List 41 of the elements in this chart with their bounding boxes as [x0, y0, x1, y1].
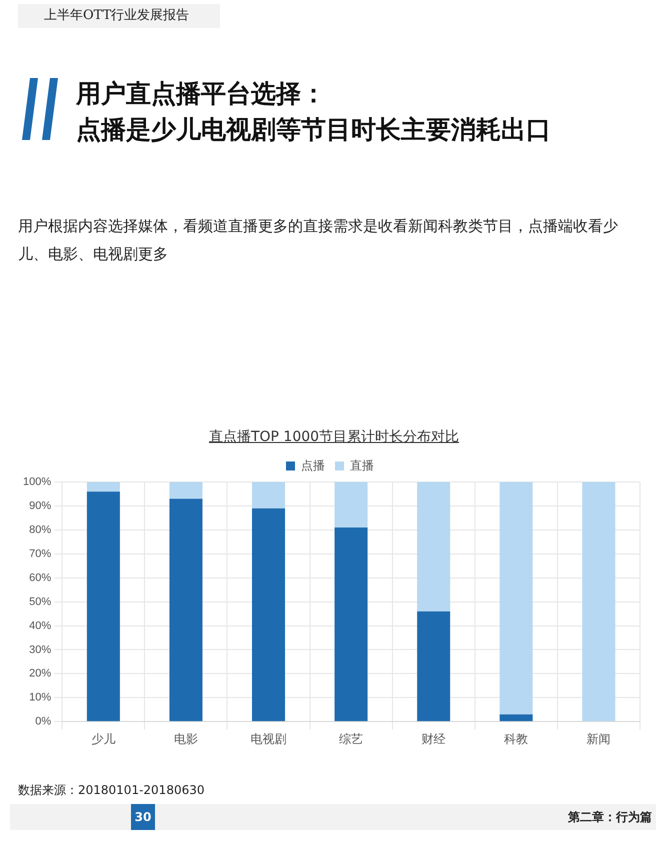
x-tick-label: 电影: [174, 732, 198, 746]
text: 上半年OTT行业发展报告: [18, 4, 220, 28]
x-tick-label: 财经: [422, 732, 446, 746]
x-tick-label: 综艺: [339, 732, 364, 746]
y-tick-label: 100%: [22, 476, 52, 488]
y-tick-label: 20%: [29, 668, 52, 680]
bar: [417, 611, 450, 722]
x-tick-label: 科教: [504, 732, 528, 746]
x-tick-label: 少儿: [91, 732, 116, 746]
x-tick-label: 电视剧: [250, 732, 287, 746]
y-tick-label: 40%: [29, 620, 52, 632]
y-tick-label: 80%: [29, 524, 52, 536]
y-tick-label: 90%: [29, 500, 52, 512]
bar: [252, 508, 286, 722]
bar: [169, 498, 202, 722]
legend-label: 直播: [350, 458, 374, 472]
text: 用户直点播平台选择：: [76, 78, 326, 110]
bar: [417, 482, 450, 612]
text: 第二章：行为篇: [568, 809, 652, 826]
bar: [252, 482, 286, 508]
y-tick-label: 60%: [29, 572, 52, 584]
y-tick-label: 10%: [29, 692, 52, 704]
text: 点播是少儿电视剧等节目时长主要消耗出口: [76, 114, 551, 146]
y-tick-label: 30%: [29, 644, 52, 656]
source-note: 数据来源：20180101-20180630: [18, 782, 204, 799]
text: 30: [131, 804, 155, 830]
y-tick-label: 70%: [29, 548, 52, 560]
y-tick-label: 50%: [29, 596, 52, 608]
bar: [86, 482, 120, 492]
bar: [582, 482, 616, 722]
legend-label: 点播: [301, 458, 325, 472]
bar: [169, 482, 202, 499]
bar: [500, 482, 533, 714]
bar: [334, 482, 368, 528]
bar: [86, 492, 120, 722]
bar: [500, 714, 533, 722]
y-tick-label: 0%: [35, 716, 52, 728]
x-tick-label: 新闻: [586, 732, 611, 746]
text: 用户根据内容选择媒体，看频道直播更多的直接需求是收看新闻科教类节目，点播端收看少儿、电影、电视剧更多: [18, 216, 619, 265]
bar: [334, 528, 368, 722]
chart-title: 直点播TOP 1000节目累计时长分布对比: [208, 428, 460, 446]
